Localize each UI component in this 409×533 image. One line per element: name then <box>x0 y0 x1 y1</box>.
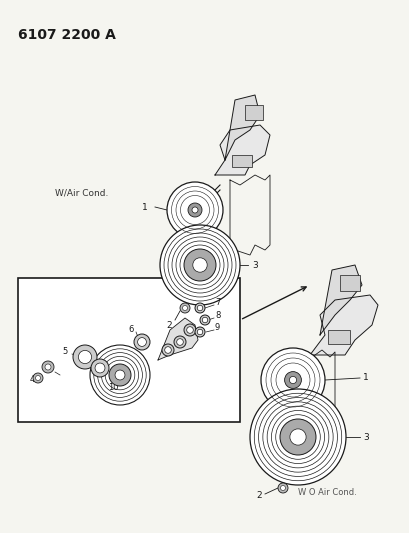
Circle shape <box>137 337 146 346</box>
Text: 3: 3 <box>362 432 368 441</box>
Bar <box>231 155 252 167</box>
Circle shape <box>115 370 125 380</box>
Bar <box>245 105 262 120</box>
Text: 7: 7 <box>214 297 220 306</box>
Text: 4: 4 <box>30 376 35 384</box>
Text: 2: 2 <box>166 320 172 329</box>
Polygon shape <box>214 125 270 175</box>
Text: 1: 1 <box>142 203 148 212</box>
Circle shape <box>95 363 105 373</box>
Polygon shape <box>309 295 377 355</box>
Circle shape <box>202 317 207 323</box>
Circle shape <box>180 303 189 313</box>
Circle shape <box>192 258 207 272</box>
Circle shape <box>277 483 287 493</box>
Circle shape <box>91 359 109 377</box>
Circle shape <box>90 345 150 405</box>
Circle shape <box>73 345 97 369</box>
Circle shape <box>134 334 150 350</box>
Circle shape <box>36 376 40 381</box>
Circle shape <box>279 419 315 455</box>
Text: 10: 10 <box>108 384 118 392</box>
Text: W/Air Cond.: W/Air Cond. <box>55 189 108 198</box>
Circle shape <box>176 338 183 345</box>
Circle shape <box>188 203 202 217</box>
Text: 6107 2200 A: 6107 2200 A <box>18 28 116 42</box>
Circle shape <box>160 225 239 305</box>
Circle shape <box>191 207 198 213</box>
Bar <box>327 330 349 344</box>
Circle shape <box>182 305 187 311</box>
Circle shape <box>184 324 196 336</box>
Circle shape <box>195 303 204 313</box>
Circle shape <box>78 350 91 364</box>
Text: 8: 8 <box>214 311 220 320</box>
Text: W O Air Cond.: W O Air Cond. <box>297 489 356 497</box>
Circle shape <box>162 344 173 356</box>
Circle shape <box>261 348 324 412</box>
Text: 9: 9 <box>214 324 220 333</box>
Text: 6: 6 <box>128 326 133 335</box>
Circle shape <box>284 372 301 389</box>
Circle shape <box>197 305 202 311</box>
Circle shape <box>33 373 43 383</box>
Bar <box>339 275 359 291</box>
Circle shape <box>42 361 54 373</box>
Circle shape <box>166 182 222 238</box>
Text: 2: 2 <box>256 491 261 500</box>
Circle shape <box>200 315 209 325</box>
Circle shape <box>184 249 216 281</box>
Circle shape <box>109 364 131 386</box>
Circle shape <box>197 329 202 335</box>
Circle shape <box>195 327 204 337</box>
Bar <box>18 278 239 422</box>
Circle shape <box>186 327 193 333</box>
Text: 3: 3 <box>252 261 257 270</box>
Circle shape <box>280 486 285 490</box>
Text: 5: 5 <box>62 348 67 357</box>
Circle shape <box>164 346 171 353</box>
Circle shape <box>289 429 306 445</box>
Circle shape <box>289 376 296 384</box>
Circle shape <box>45 364 51 370</box>
Text: 1: 1 <box>362 374 368 383</box>
Polygon shape <box>225 95 259 160</box>
Polygon shape <box>157 318 198 360</box>
Polygon shape <box>319 265 361 335</box>
Circle shape <box>173 336 186 348</box>
Circle shape <box>249 389 345 485</box>
